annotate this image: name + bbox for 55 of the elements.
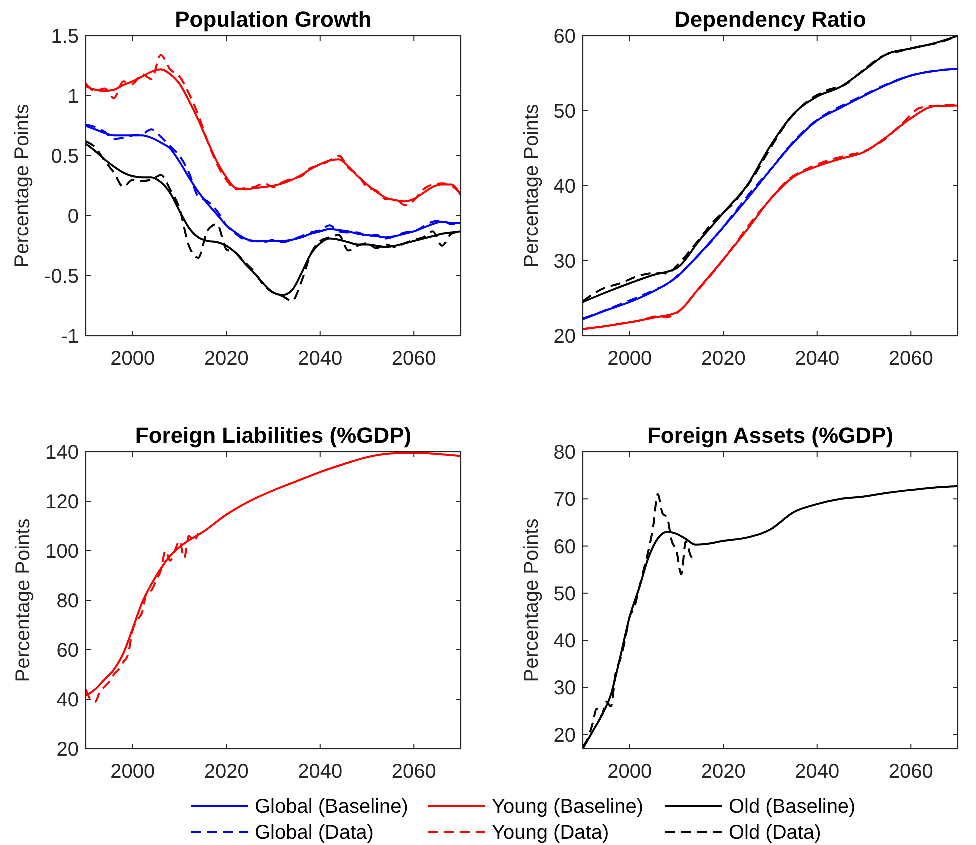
x-tick-label: 2000 (608, 348, 652, 370)
legend-label: Old (Data) (729, 822, 822, 844)
x-tick-label: 2040 (795, 348, 840, 370)
y-axis-title: Percentage Points (520, 104, 543, 268)
y-tick-label: 0.5 (51, 146, 79, 168)
legend-label: Global (Data) (255, 822, 374, 844)
y-tick-label: -1 (61, 326, 79, 348)
y-tick-label: 50 (554, 583, 576, 606)
y-tick-label: -0.5 (44, 266, 79, 288)
y-tick-label: 60 (554, 26, 576, 48)
y-tick-label: 20 (56, 739, 79, 761)
y-tick-label: 20 (554, 326, 576, 348)
legend-label: Global (Baseline) (255, 796, 408, 818)
legend-label: Young (Data) (492, 822, 610, 844)
x-tick-label: 2000 (110, 348, 156, 370)
legend-label: Old (Baseline) (729, 796, 856, 818)
y-tick-label: 40 (554, 176, 576, 198)
y-tick-label: 30 (554, 251, 576, 273)
y-tick-label: 70 (554, 489, 576, 512)
y-tick-label: 1 (68, 86, 79, 108)
y-tick-label: 40 (554, 630, 576, 653)
x-tick-label: 2040 (795, 761, 840, 783)
x-tick-label: 2060 (392, 348, 436, 370)
chart-title: Dependency Ratio (674, 7, 866, 32)
x-tick-label: 2020 (204, 348, 249, 370)
y-tick-label: 20 (554, 724, 576, 747)
y-axis-title: Percentage Points (12, 518, 35, 682)
y-tick-label: 80 (554, 442, 576, 464)
y-axis-title: Percentage Points (12, 104, 34, 268)
x-tick-label: 2020 (701, 348, 746, 370)
x-tick-label: 2060 (392, 761, 436, 783)
x-tick-label: 2000 (608, 761, 652, 783)
x-tick-label: 2000 (110, 761, 156, 783)
x-tick-label: 2020 (701, 761, 746, 783)
y-axis-title: Percentage Points (520, 518, 543, 682)
x-tick-label: 2060 (888, 348, 934, 370)
y-tick-label: 60 (554, 536, 576, 558)
y-tick-label: 80 (56, 590, 79, 612)
y-tick-label: 40 (56, 690, 79, 712)
y-tick-label: 50 (554, 101, 576, 123)
legend-label: Young (Baseline) (492, 796, 644, 818)
y-tick-label: 140 (46, 442, 79, 464)
y-tick-label: 120 (46, 492, 79, 514)
y-tick-label: 60 (56, 640, 79, 662)
x-tick-label: 2040 (298, 348, 343, 370)
y-tick-label: 30 (554, 678, 576, 700)
x-tick-label: 2040 (298, 761, 343, 783)
x-tick-label: 2060 (888, 761, 934, 783)
chart-title: Foreign Liabilities (%GDP) (135, 423, 412, 448)
chart-title: Population Growth (175, 7, 372, 32)
x-tick-label: 2020 (204, 761, 249, 783)
chart-title: Foreign Assets (%GDP) (647, 423, 894, 448)
y-tick-label: 1.5 (51, 26, 79, 48)
y-tick-label: 0 (68, 206, 79, 228)
y-tick-label: 100 (46, 541, 79, 563)
